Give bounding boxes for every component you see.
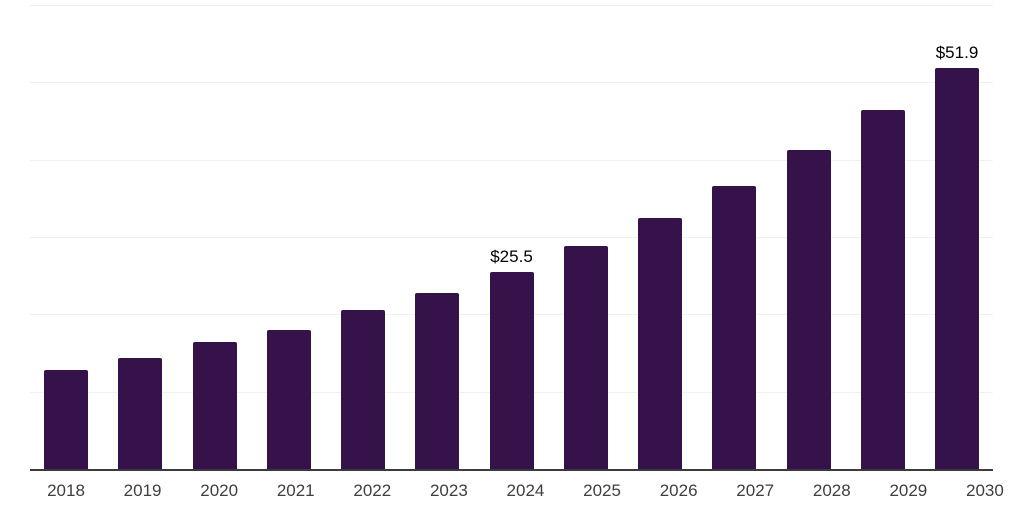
bar-2027 bbox=[712, 185, 757, 469]
bar-2028 bbox=[786, 150, 831, 469]
bar-column-2021 bbox=[266, 5, 311, 469]
x-tick-label-2025: 2025 bbox=[583, 481, 621, 500]
x-tick-label-2030: 2030 bbox=[966, 481, 1004, 500]
gridline-40 bbox=[30, 159, 993, 161]
bar-2030 bbox=[935, 67, 979, 469]
bar-2020 bbox=[192, 342, 237, 469]
bar-2022 bbox=[341, 310, 385, 469]
bar-column-2029 bbox=[860, 5, 905, 469]
bar-column-2025 bbox=[563, 5, 608, 469]
bar-series: $25.5 $51.9 bbox=[30, 5, 993, 469]
bar-column-2019 bbox=[118, 5, 163, 469]
bar-2021 bbox=[266, 329, 311, 469]
gridline-60 bbox=[30, 5, 993, 6]
x-tick-label-2019: 2019 bbox=[123, 481, 162, 500]
x-tick-label-2022: 2022 bbox=[353, 481, 392, 500]
bar-column-2022 bbox=[341, 5, 385, 469]
bar-2029 bbox=[860, 110, 905, 469]
x-tick-label-2021: 2021 bbox=[276, 481, 315, 500]
bar-value-label-2030: $51.9 bbox=[935, 42, 979, 62]
bar-column-2023 bbox=[415, 5, 460, 469]
x-tick-label-2027: 2027 bbox=[736, 481, 775, 500]
bar-2026 bbox=[638, 217, 682, 469]
bar-2025 bbox=[563, 246, 608, 469]
x-tick-label-2024: 2024 bbox=[506, 481, 545, 500]
x-tick-label-2020: 2020 bbox=[200, 481, 239, 500]
bar-column-2018 bbox=[44, 5, 88, 469]
x-axis-labels: 2018 2019 2020 2021 2022 2023 2024 2025 2026 2027… bbox=[30, 480, 1021, 502]
gridline-30 bbox=[30, 237, 993, 238]
x-tick-label-2026: 2026 bbox=[659, 481, 698, 500]
bar-2019 bbox=[118, 357, 163, 469]
x-tick-label-2029: 2029 bbox=[889, 481, 928, 500]
bar-column-2026 bbox=[638, 5, 682, 469]
plot-area: $25.5 $51.9 bbox=[30, 5, 993, 471]
bar-2023 bbox=[415, 293, 460, 469]
bar-column-2030: $51.9 bbox=[935, 5, 979, 469]
bar-2024 bbox=[489, 271, 534, 469]
bar-value-label-2024: $25.5 bbox=[490, 246, 533, 266]
bar-column-2024: $25.5 bbox=[489, 5, 534, 469]
bar-column-2028 bbox=[786, 5, 831, 469]
x-tick-label-2018: 2018 bbox=[47, 481, 85, 500]
gridline-50 bbox=[30, 82, 993, 84]
bar-column-2020 bbox=[192, 5, 237, 469]
bar-2018 bbox=[44, 370, 88, 469]
bar-column-2027 bbox=[712, 5, 757, 469]
x-tick-label-2023: 2023 bbox=[429, 481, 468, 500]
x-tick-label-2028: 2028 bbox=[812, 481, 851, 500]
